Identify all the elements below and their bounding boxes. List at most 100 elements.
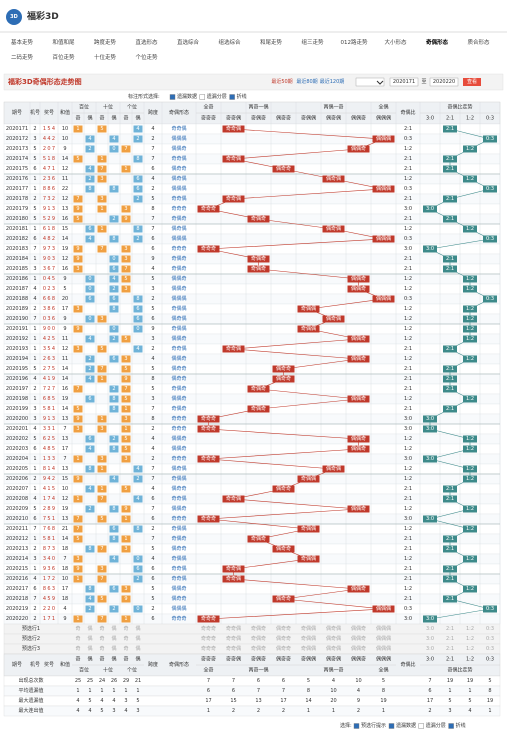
preselect-cell[interactable]: 2:1 [446, 636, 454, 642]
range-link[interactable]: 最近50期 [271, 78, 292, 85]
preselect-cell[interactable]: 1:2 [466, 626, 474, 632]
nav-tab[interactable]: 二码走势 [11, 53, 34, 61]
nav-tab[interactable]: 跨度走势 [94, 38, 117, 46]
preselect-cell[interactable]: 奇奇偶 [226, 635, 241, 642]
preselect-cell[interactable]: 奇奇偶 [226, 625, 241, 632]
preselect-cell[interactable]: 偶偶偶 [376, 625, 391, 632]
preselect-cell[interactable]: 偶奇偶 [326, 625, 341, 632]
preselect-cell[interactable]: 偶 [87, 645, 92, 652]
preselect-cell[interactable]: 奇 [75, 635, 80, 642]
parity-cell [109, 305, 119, 313]
checkbox[interactable] [229, 94, 235, 100]
preselect-cell[interactable]: 奇偶偶 [301, 625, 316, 632]
nav-tab[interactable]: 直选形态 [135, 38, 158, 46]
preselect-cell[interactable]: 2:1 [446, 646, 454, 652]
preselect-cell[interactable]: 奇偶奇 [251, 625, 266, 632]
nav-tab[interactable]: 012路走势 [341, 38, 368, 46]
preselect-cell[interactable]: 奇奇偶 [226, 645, 241, 652]
checkbox-label[interactable]: 遗漏数据 [396, 722, 416, 729]
checkbox[interactable] [169, 94, 176, 100]
preselect-cell[interactable]: 奇 [123, 625, 128, 632]
parity-cell [73, 555, 83, 563]
preselect-cell[interactable]: 偶偶奇 [351, 645, 366, 652]
nav-tab[interactable]: 直选综合 [177, 38, 200, 46]
preselect-cell[interactable]: 2:1 [446, 626, 454, 632]
preselect-cell[interactable]: 1:2 [466, 636, 474, 642]
nav-tab[interactable]: 和值和尾 [52, 38, 75, 46]
preselect-cell[interactable]: 偶 [111, 645, 116, 652]
nav-tab[interactable]: 组三走势 [301, 38, 324, 46]
preselect-cell[interactable]: 奇 [99, 625, 104, 632]
preselect-cell[interactable]: 偶奇偶 [326, 645, 341, 652]
checkbox[interactable] [448, 723, 454, 729]
nav-tab[interactable]: 组选综合 [218, 38, 241, 46]
checkbox-label[interactable]: 折线 [456, 722, 466, 729]
machine: 5 [33, 506, 36, 512]
nav-tab[interactable]: 和尾走势 [260, 38, 283, 46]
preselect-cell[interactable]: 奇奇奇 [201, 635, 216, 642]
preselect-cell[interactable]: 偶奇偶 [326, 635, 341, 642]
checkbox-label[interactable]: 预选行提示 [361, 722, 386, 729]
range-select[interactable] [355, 77, 385, 87]
preselect-cell[interactable]: 偶偶奇 [351, 635, 366, 642]
date-input[interactable] [389, 77, 419, 87]
preselect-cell[interactable]: 0:3 [486, 626, 494, 632]
nav-tab[interactable]: 基本走势 [11, 38, 34, 46]
parity-digit: 7 [124, 386, 127, 392]
preselect-cell[interactable]: 3:0 [426, 626, 434, 632]
view-button-label[interactable]: 查看 [467, 78, 477, 85]
preselect-cell[interactable]: 奇奇奇 [201, 645, 216, 652]
nav-tab[interactable]: 奇偶形态 [426, 38, 449, 46]
preselect-cell[interactable]: 奇偶偶 [301, 635, 316, 642]
preselect-cell[interactable]: 偶 [87, 625, 92, 632]
preselect-cell[interactable]: 偶 [135, 625, 140, 632]
nav-tab[interactable]: 百位走势 [52, 53, 75, 61]
preselect-cell[interactable]: 奇 [99, 645, 104, 652]
preselect-cell[interactable]: 奇偶奇 [251, 645, 266, 652]
preselect-cell[interactable]: 1:2 [466, 646, 474, 652]
checkbox[interactable] [388, 723, 395, 729]
preselect-cell[interactable]: 奇 [99, 635, 104, 642]
preselect-cell[interactable]: 0:3 [486, 646, 494, 652]
nav-tab[interactable]: 大小形态 [384, 38, 407, 46]
preselect-cell[interactable]: 奇 [75, 625, 80, 632]
preselect-cell[interactable]: 3:0 [426, 646, 434, 652]
view-button[interactable] [463, 78, 481, 86]
preselect-cell[interactable]: 0:3 [486, 636, 494, 642]
preselect-cell[interactable]: 偶偶偶 [376, 645, 391, 652]
nav-tab[interactable]: 质合形态 [467, 38, 490, 46]
checkbox[interactable] [353, 723, 360, 729]
checkbox-label[interactable]: 遗漏分层 [426, 722, 446, 729]
preselect-cell[interactable]: 偶 [135, 645, 140, 652]
nav-tab[interactable]: 个位走势 [135, 53, 158, 61]
preselect-cell[interactable]: 偶 [111, 635, 116, 642]
preselect-cell[interactable]: 奇 [123, 635, 128, 642]
preselect-cell[interactable]: 奇偶偶 [301, 645, 316, 652]
preselect-cell[interactable]: 奇偶奇 [251, 635, 266, 642]
range-link[interactable]: 最近120期 [320, 78, 345, 85]
parity-cell [109, 215, 119, 223]
checkbox[interactable] [199, 94, 206, 100]
preselect-cell[interactable]: 偶偶偶 [376, 635, 391, 642]
preselect-cell[interactable]: 偶奇奇 [276, 625, 291, 632]
date-input[interactable] [429, 77, 459, 87]
preselect-cell[interactable]: 偶 [111, 625, 116, 632]
checkbox[interactable] [418, 723, 424, 729]
pattern-hit [297, 555, 320, 563]
preselect-cell[interactable]: 偶偶奇 [351, 625, 366, 632]
checkbox-label[interactable]: 遗漏数据 [177, 93, 197, 100]
checkbox-label[interactable]: 折线 [237, 93, 247, 100]
preselect-label: 预选行3 [22, 645, 40, 652]
preselect-cell[interactable]: 偶奇奇 [276, 635, 291, 642]
preselect-cell[interactable]: 奇奇奇 [201, 625, 216, 632]
preselect-cell[interactable]: 奇 [123, 645, 128, 652]
preselect-cell[interactable]: 偶奇奇 [276, 645, 291, 652]
ratio-hit-label: 2:1 [446, 216, 454, 222]
preselect-cell[interactable]: 偶 [87, 635, 92, 642]
preselect-cell[interactable]: 3:0 [426, 636, 434, 642]
range-link[interactable]: 最近80期 [296, 78, 317, 85]
preselect-cell[interactable]: 偶 [135, 635, 140, 642]
nav-tab[interactable]: 十位走势 [94, 53, 117, 61]
checkbox-label[interactable]: 遗漏分层 [207, 93, 227, 100]
preselect-cell[interactable]: 奇 [75, 645, 80, 652]
